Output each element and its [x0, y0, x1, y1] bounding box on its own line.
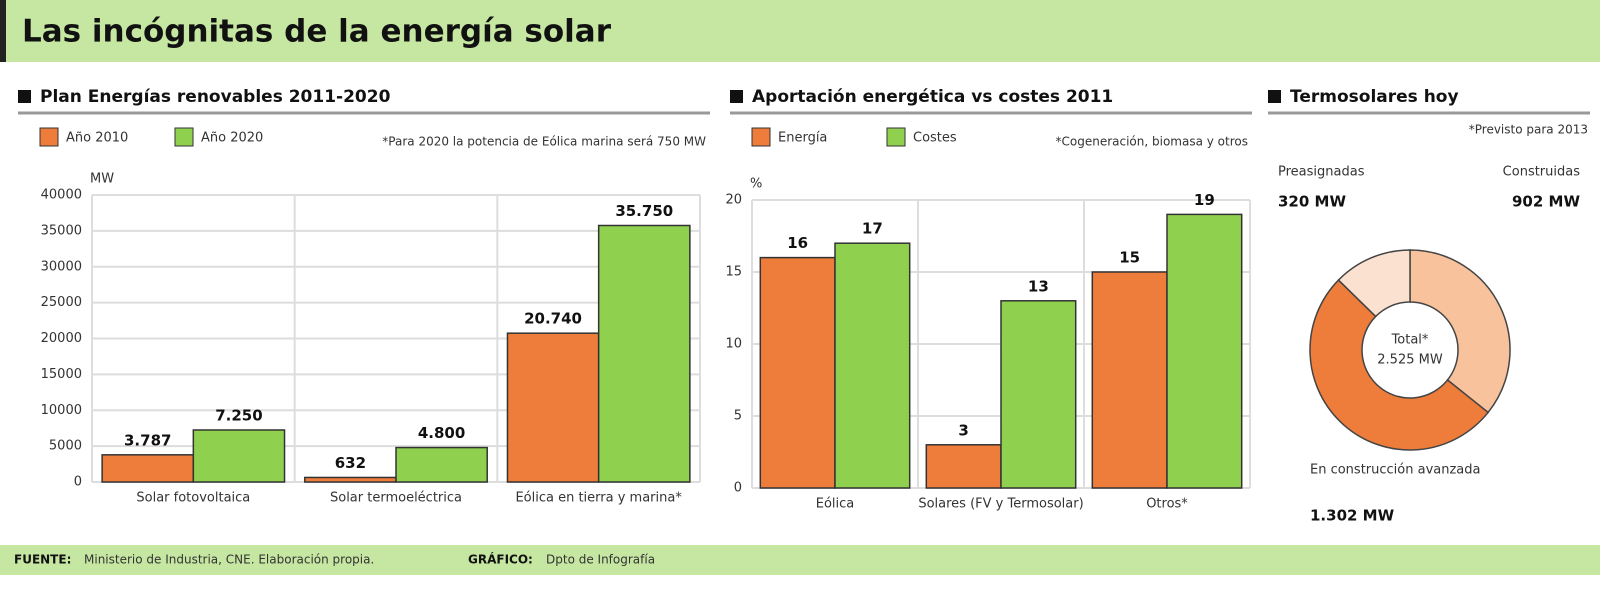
- chart-note: *Para 2020 la potencia de Eólica marina …: [382, 135, 706, 149]
- legend-swatch: [886, 127, 906, 147]
- section-title: Aportación energética vs costes 2011: [752, 87, 1113, 107]
- segment-value: 1.302 MW: [1310, 507, 1395, 525]
- y-tick-label: 40000: [41, 188, 82, 203]
- legend-label: Año 2010: [66, 131, 128, 146]
- x-tick-label: Eólica en tierra y marina*: [515, 491, 682, 506]
- value-label: 35.750: [615, 202, 673, 220]
- y-tick-label: 10000: [41, 403, 82, 418]
- value-label: 632: [335, 454, 366, 472]
- value-label: 3.787: [124, 431, 171, 449]
- bar: [101, 454, 195, 483]
- y-tick-label: 30000: [41, 259, 82, 274]
- page-title: Las incógnitas de la energía solar: [22, 14, 612, 50]
- legend-label: Costes: [913, 131, 957, 146]
- section-title: Plan Energías renovables 2011-2020: [40, 87, 391, 107]
- y-tick-label: 15: [725, 265, 742, 280]
- legend-label: Año 2020: [201, 131, 263, 146]
- x-tick-label: Otros*: [1146, 497, 1188, 512]
- value-label: 4.800: [418, 424, 465, 442]
- segment-label: En construcción avanzada: [1310, 463, 1481, 478]
- value-label: 20.740: [524, 310, 582, 328]
- bar: [925, 444, 1002, 489]
- y-tick-label: 20: [725, 193, 742, 208]
- bar: [192, 429, 286, 483]
- donut-segment: [1309, 279, 1490, 451]
- x-tick-label: Solar termoeléctrica: [330, 491, 462, 506]
- value-label: 3: [958, 421, 968, 439]
- y-tick-label: 10: [725, 337, 742, 352]
- graphic-label: GRÁFICO:: [468, 552, 533, 567]
- header-band: [0, 0, 1600, 62]
- x-tick-label: Eólica: [816, 497, 855, 512]
- chart-note: *Previsto para 2013: [1469, 123, 1588, 137]
- header-accent: [0, 0, 6, 62]
- y-tick-label: 35000: [41, 223, 82, 238]
- total-title: Total*: [1391, 333, 1429, 348]
- y-tick-label: 5000: [49, 439, 82, 454]
- legend-swatch: [39, 127, 59, 147]
- graphic: Dpto de Infografía: [546, 553, 655, 567]
- value-label: 7.250: [215, 406, 262, 424]
- legend-swatch: [174, 127, 194, 147]
- y-tick-label: 5: [734, 409, 742, 424]
- value-label: 15: [1119, 249, 1140, 267]
- x-tick-label: Solar fotovoltaica: [136, 491, 250, 506]
- y-tick-label: 0: [74, 475, 82, 490]
- source: Ministerio de Industria, CNE. Elaboració…: [84, 553, 374, 567]
- bar: [395, 446, 488, 483]
- section-title: Termosolares hoy: [1290, 87, 1459, 107]
- y-axis-label: MW: [90, 172, 114, 187]
- section-marker: [1268, 90, 1281, 103]
- value-label: 17: [862, 220, 883, 238]
- total-value: 2.525 MW: [1377, 353, 1443, 368]
- donut-segment: [1409, 249, 1511, 414]
- legend-label: Energía: [778, 131, 827, 146]
- segment-value: 320 MW: [1278, 193, 1346, 211]
- segment-label: Construidas: [1503, 165, 1581, 180]
- y-tick-label: 0: [734, 481, 742, 496]
- segment-value: 902 MW: [1512, 193, 1580, 211]
- bar: [1000, 300, 1077, 489]
- y-tick-label: 20000: [41, 331, 82, 346]
- donut-segment: [1337, 249, 1411, 318]
- bar: [834, 242, 911, 489]
- bar: [759, 256, 836, 489]
- section-marker: [730, 90, 743, 103]
- bar: [597, 224, 691, 483]
- bar: [506, 332, 600, 483]
- value-label: 13: [1028, 277, 1049, 295]
- footer-band: [0, 545, 1600, 575]
- section-marker: [18, 90, 31, 103]
- chart-note: *Cogeneración, biomasa y otros: [1056, 135, 1249, 149]
- y-axis-label: %: [750, 177, 762, 192]
- value-label: 19: [1194, 191, 1215, 209]
- bar: [1091, 271, 1168, 489]
- bar: [304, 476, 397, 483]
- source-label: FUENTE:: [14, 553, 71, 567]
- legend-swatch: [751, 127, 771, 147]
- value-label: 16: [787, 234, 808, 252]
- y-tick-label: 25000: [41, 295, 82, 310]
- segment-label: Preasignadas: [1278, 165, 1365, 180]
- y-tick-label: 15000: [41, 367, 82, 382]
- x-tick-label: Solares (FV y Termosolar): [918, 497, 1083, 512]
- bar: [1166, 213, 1243, 489]
